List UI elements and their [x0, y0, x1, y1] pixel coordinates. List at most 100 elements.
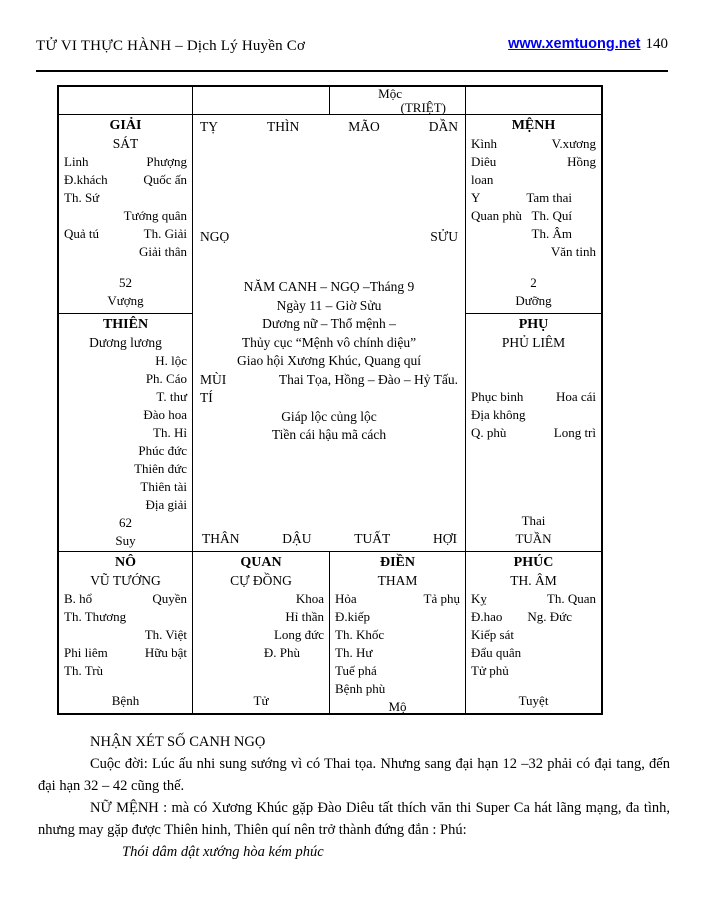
star-name-left: Kỵ [471, 591, 487, 606]
star-line: Th. Hỉ [64, 424, 187, 442]
star-line: B. hổ Quyền [64, 590, 187, 608]
house-main-stars: CỰ ĐỒNG [230, 573, 292, 588]
star-line: Th. Âm [471, 225, 596, 243]
star-line: Đ.hao Ng. Đức [471, 608, 596, 626]
house-bottom: 52 Vượng [64, 274, 187, 310]
star-name-right: Long trì [553, 425, 596, 440]
commentary-quote: Thói dâm dật xướng hòa kém phúc [122, 844, 324, 860]
star-line: Th. Hư [335, 644, 460, 662]
header-divider [36, 70, 668, 72]
house-age-number: Thai [521, 513, 546, 528]
summary-tien-cai: Tiền cái hậu mã cách [271, 427, 387, 442]
branch-label-thin: THÌN [266, 119, 300, 134]
website-link[interactable]: www.xemtuong.net [508, 36, 641, 52]
star-name-right: Quốc ấn [143, 172, 187, 187]
house-age-number: 2 [530, 275, 537, 290]
strip-cell-1 [59, 87, 193, 115]
house-bottom: Tuyệt [471, 692, 596, 710]
strip-cell-4 [466, 87, 601, 115]
house-title: ĐIỀN [379, 555, 415, 570]
page-title: TỬ VI THỰC HÀNH – Dịch Lý Huyền Cơ [36, 38, 306, 54]
summary-year: NĂM CANH – NGỌ –Tháng 9 [243, 279, 415, 294]
page-number: 140 [645, 36, 669, 52]
star-name-left: Y [471, 190, 481, 205]
star-name-right: Văn tinh [550, 244, 596, 259]
house-bottom: Bệnh [64, 692, 187, 710]
star-line: Giải thân [64, 243, 187, 261]
house-age-number: 62 [119, 515, 132, 530]
house-main-stars: PHỦ LIÊM [501, 335, 566, 350]
star-name-right: Địa giải [145, 497, 187, 512]
star-line: Th. Thương [64, 608, 187, 626]
house-cell-dien: ĐIỀN THAM Hỏa Tả phụ Đ.kiếp Th. Khốc Th. Hư Tuế… [330, 552, 466, 713]
star-name-right: Tả phụ [423, 591, 460, 606]
star-name-right: Phượng [146, 154, 187, 169]
star-name-left: Địa không [471, 407, 526, 422]
star-name-right: Đào hoa [143, 407, 187, 422]
branch-label-mui: MÙI [200, 371, 227, 387]
star-name-left: Quan phù [471, 208, 522, 223]
star-line: Linh Phượng [64, 153, 187, 171]
strip-cell-2 [193, 87, 330, 115]
star-name-right: Hoa cái [555, 389, 596, 404]
house-cell-giai: GIẢI SÁT Linh Phượng Đ.khách Quốc ấn Th. Sứ Tướ… [59, 115, 193, 314]
star-name-left: Q. phù [471, 425, 507, 440]
branch-label-dau: DẬU [282, 531, 312, 546]
star-name-right: T. thư [156, 389, 187, 404]
star-line: Q. phù Long trì [471, 424, 596, 442]
house-cell-quan: QUAN CỰ ĐỒNG Khoa Hỉ thần Long đức Đ. Phù Tử [193, 552, 330, 713]
branch-label-than: THÂN [202, 531, 240, 546]
house-main-stars: TH. ÂM [510, 573, 557, 588]
star-name-left: Th. Trù [64, 663, 104, 678]
house-title: NÔ [115, 555, 136, 570]
star-line: Tử phủ [471, 662, 596, 680]
house-bottom: 2 Dưỡng [471, 274, 596, 310]
house-stage-label: Bệnh [111, 693, 140, 708]
house-main-stars: Dương lương [89, 335, 162, 350]
star-line: Phi liêm Hữu bật [64, 644, 187, 662]
star-line: Đào hoa [64, 406, 187, 424]
star-name-right: Ph. Cáo [145, 371, 187, 386]
house-bottom: Thai TUẦN [471, 512, 596, 548]
star-name-right: Hồng [567, 154, 596, 169]
star-line: Phúc đức [64, 442, 187, 460]
star-name-left: Tuế phá [335, 663, 377, 678]
star-line: Th. Trù [64, 662, 187, 680]
star-name-right: Th. Giải [143, 226, 187, 241]
house-stage-label: Mộ [388, 699, 407, 713]
house-title: QUAN [240, 555, 282, 570]
center-cell: TỴ THÌN MÃO DẦN NGỌ SỬU NĂM CANH – NGỌ –… [193, 115, 466, 552]
star-line: Tuế phá [335, 662, 460, 680]
chart-summary: NĂM CANH – NGỌ –Tháng 9 Ngày 11 – Giờ Sử… [193, 278, 465, 445]
star-name-left: Đ.khách [64, 172, 108, 187]
star-name-left: loan [471, 172, 494, 187]
star-name-left: Đẩu quân [471, 645, 522, 660]
branch-label-ngo: NGỌ [200, 229, 230, 244]
star-line: Th. Khốc [335, 626, 460, 644]
star-name-right: Hữu bật [144, 645, 187, 660]
tuvi-chart-board: Mộc (TRIỆT) GIẢI SÁT Linh Phượng Đ.khách Quốc… [57, 85, 603, 715]
branch-label-ti: TÍ [200, 390, 213, 405]
star-name-right: Khoa [295, 591, 324, 606]
star-name-right: Th. Quí [531, 208, 572, 223]
house-cell-thien: THIÊN Dương lương H. lộc Ph. Cáo T. thư Đào h… [59, 314, 193, 552]
house-bottom: Tử [198, 692, 324, 710]
star-name-left: Th. Thương [64, 609, 127, 624]
triet-line-moc: Mộc [378, 87, 402, 101]
star-name-right: Tam thai [526, 190, 572, 205]
house-bottom: Mộ [335, 698, 460, 713]
house-stage-label: Vượng [107, 293, 144, 308]
house-bottom: 62 Suy [64, 514, 187, 550]
star-line: T. thư [64, 388, 187, 406]
star-name-right: Phúc đức [138, 443, 187, 458]
house-age-number: 52 [119, 275, 132, 290]
house-title: PHÚC [513, 555, 554, 570]
star-line: Thiên tài [64, 478, 187, 496]
star-line: Đ.kiếp [335, 608, 460, 626]
house-stage-label: Tuyệt [518, 693, 549, 708]
house-main-stars: VŨ TƯỚNG [90, 573, 161, 588]
top-branch-labels: TỴ THÌN MÃO DẦN [200, 118, 458, 136]
star-name-right: Th. Việt [144, 627, 187, 642]
star-name-right: Th. Âm [531, 226, 572, 241]
star-line: Phục binh Hoa cái [471, 388, 596, 406]
